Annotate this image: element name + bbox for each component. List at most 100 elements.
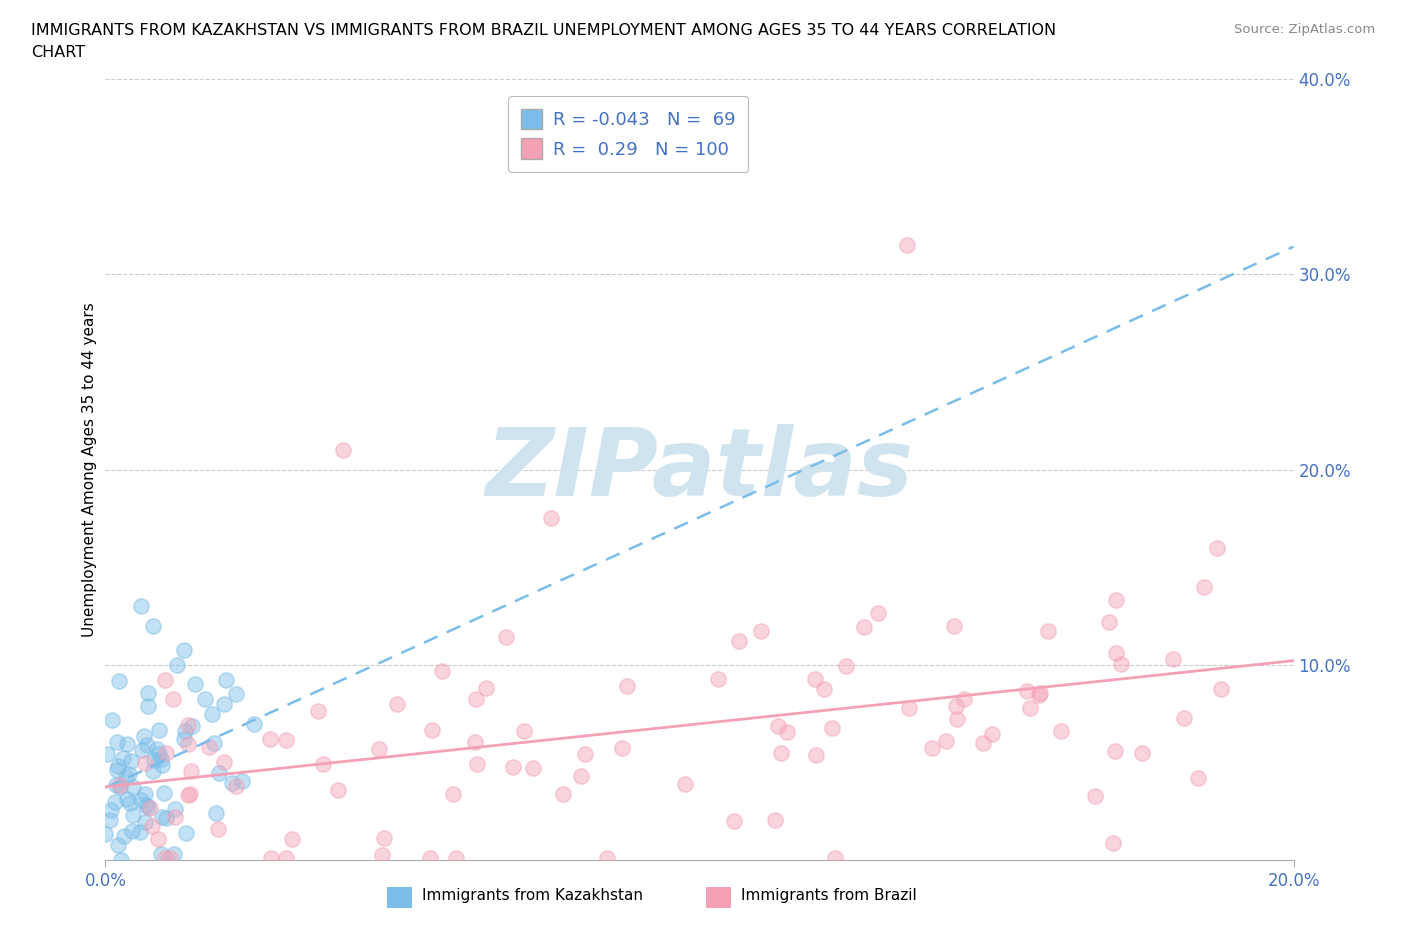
Legend: R = -0.043   N =  69, R =  0.29   N = 100: R = -0.043 N = 69, R = 0.29 N = 100 xyxy=(508,96,748,172)
Point xyxy=(131,742,153,757)
Point xyxy=(104,778,127,793)
Point xyxy=(464,691,486,706)
Point xyxy=(243,716,266,731)
Point xyxy=(198,739,221,754)
Point xyxy=(371,848,394,863)
Point xyxy=(152,786,174,801)
Point xyxy=(935,734,957,749)
Point xyxy=(150,757,173,772)
Point xyxy=(673,777,696,792)
Point xyxy=(596,851,619,866)
Point xyxy=(107,758,129,773)
Point xyxy=(155,746,177,761)
Point xyxy=(1084,789,1107,804)
Point xyxy=(107,838,129,853)
Point xyxy=(143,752,166,767)
Point xyxy=(1163,652,1185,667)
Point xyxy=(574,747,596,762)
Point xyxy=(868,605,890,620)
Point xyxy=(430,663,453,678)
Point xyxy=(105,735,128,750)
Point xyxy=(1105,645,1128,660)
Point xyxy=(136,737,159,752)
Text: Source: ZipAtlas.com: Source: ZipAtlas.com xyxy=(1234,23,1375,36)
Point xyxy=(502,759,524,774)
Point xyxy=(616,679,638,694)
Text: ZIPatlas: ZIPatlas xyxy=(485,424,914,515)
Point xyxy=(387,697,409,711)
Point xyxy=(260,851,283,866)
Point xyxy=(149,751,172,766)
Point xyxy=(551,786,574,801)
Point xyxy=(148,723,170,737)
Point xyxy=(115,737,138,751)
Point xyxy=(136,800,159,815)
Point xyxy=(766,718,789,733)
Point xyxy=(307,703,329,718)
Point xyxy=(1104,743,1126,758)
Point xyxy=(166,658,188,672)
Point xyxy=(280,831,302,846)
Point xyxy=(94,827,117,842)
Point xyxy=(177,788,200,803)
Point xyxy=(120,753,142,768)
Point xyxy=(728,633,751,648)
Point xyxy=(749,624,772,639)
Point xyxy=(100,803,122,817)
Point xyxy=(813,682,835,697)
Point xyxy=(108,674,131,689)
Point xyxy=(1101,836,1123,851)
Point xyxy=(1105,592,1128,607)
Point xyxy=(419,851,441,866)
Point xyxy=(174,825,197,840)
Point xyxy=(707,671,730,686)
Point xyxy=(110,777,132,792)
Point xyxy=(180,718,202,733)
Point xyxy=(945,711,967,726)
Point xyxy=(142,764,165,778)
Point xyxy=(212,755,235,770)
Point xyxy=(373,830,395,845)
Point xyxy=(146,831,169,846)
Point xyxy=(231,774,253,789)
Point xyxy=(129,599,152,614)
Point xyxy=(540,512,562,526)
Point xyxy=(464,734,486,749)
Point xyxy=(205,805,228,820)
Point xyxy=(898,700,921,715)
Point xyxy=(804,748,827,763)
Point xyxy=(112,829,135,844)
Point xyxy=(150,809,173,824)
Point xyxy=(118,767,141,782)
Point xyxy=(153,851,176,866)
Point xyxy=(276,733,298,748)
Point xyxy=(134,756,156,771)
Point xyxy=(835,658,858,673)
Point xyxy=(475,680,498,695)
Point xyxy=(165,802,187,817)
Point xyxy=(367,741,389,756)
Point xyxy=(180,764,202,778)
Point xyxy=(155,811,177,826)
Point xyxy=(96,746,118,761)
Point xyxy=(115,791,138,806)
Point xyxy=(221,776,243,790)
Point xyxy=(1038,624,1060,639)
Point xyxy=(215,672,238,687)
Point xyxy=(1098,615,1121,630)
Point xyxy=(110,779,132,794)
Point xyxy=(121,824,143,839)
Point xyxy=(120,796,142,811)
Point xyxy=(139,801,162,816)
Point xyxy=(141,819,163,834)
Point xyxy=(953,691,976,706)
Text: Immigrants from Kazakhstan: Immigrants from Kazakhstan xyxy=(422,888,643,903)
Point xyxy=(135,798,157,813)
Point xyxy=(441,786,464,801)
Point xyxy=(134,786,156,801)
Point xyxy=(765,813,787,828)
Point xyxy=(173,643,195,658)
Point xyxy=(1130,746,1153,761)
Point xyxy=(148,746,170,761)
Point xyxy=(165,810,187,825)
